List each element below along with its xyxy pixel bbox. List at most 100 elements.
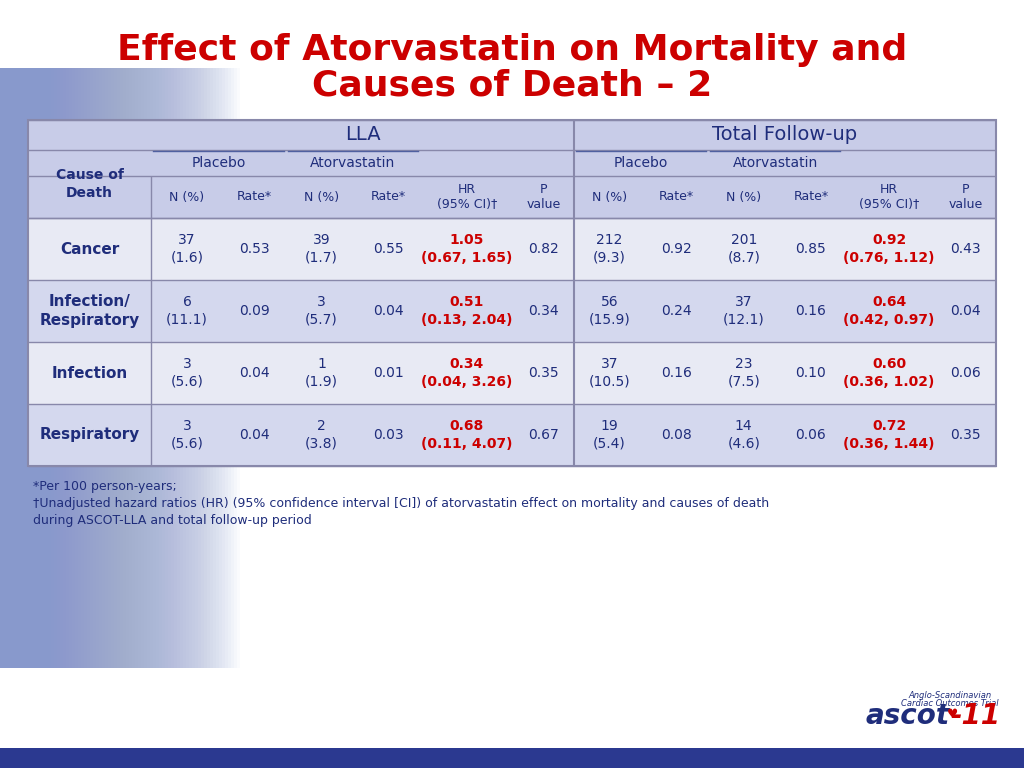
Text: *Per 100 person-years;: *Per 100 person-years;	[33, 480, 177, 493]
Bar	[0, 68, 72, 668]
Text: 3
(5.7): 3 (5.7)	[305, 296, 338, 326]
Text: 0.55: 0.55	[374, 242, 403, 256]
Text: 0.51
(0.13, 2.04): 0.51 (0.13, 2.04)	[421, 296, 512, 326]
Bar	[0, 68, 237, 668]
Text: Rate*: Rate*	[794, 190, 828, 204]
Text: 3
(5.6): 3 (5.6)	[171, 357, 204, 389]
Text: HR
(95% CI)†: HR (95% CI)†	[436, 183, 497, 211]
Text: Rate*: Rate*	[371, 190, 407, 204]
Bar	[0, 68, 33, 668]
Bar	[0, 68, 48, 668]
Text: 14
(4.6): 14 (4.6)	[727, 419, 760, 451]
Bar	[0, 68, 165, 668]
Text: 3
(5.6): 3 (5.6)	[171, 419, 204, 451]
Bar	[0, 68, 204, 668]
Text: Cause of
Death: Cause of Death	[55, 168, 124, 200]
Bar	[28, 150, 996, 176]
Text: HR
(95% CI)†: HR (95% CI)†	[859, 183, 920, 211]
Text: 37
(1.6): 37 (1.6)	[171, 233, 204, 265]
Bar	[0, 68, 9, 668]
Text: Rate*: Rate*	[659, 190, 694, 204]
Text: 0.09: 0.09	[239, 304, 269, 318]
Bar	[0, 68, 105, 668]
Bar	[28, 404, 996, 466]
Bar	[0, 68, 240, 668]
Bar	[0, 68, 123, 668]
Bar	[0, 68, 183, 668]
Text: ♥: ♥	[947, 707, 958, 720]
Text: 0.67: 0.67	[528, 428, 559, 442]
Bar	[0, 68, 138, 668]
Text: †Unadjusted hazard ratios (HR) (95% confidence interval [CI]) of atorvastatin ef: †Unadjusted hazard ratios (HR) (95% conf…	[33, 497, 769, 510]
Text: 0.60
(0.36, 1.02): 0.60 (0.36, 1.02)	[844, 357, 935, 389]
Bar	[0, 748, 1024, 768]
Bar	[0, 68, 66, 668]
Bar	[28, 176, 996, 218]
Bar	[28, 120, 996, 150]
Bar	[0, 68, 120, 668]
Bar	[0, 68, 63, 668]
Bar	[0, 68, 114, 668]
Bar	[0, 68, 15, 668]
Text: 0.04: 0.04	[374, 304, 403, 318]
Text: during ASCOT-LLA and total follow-up period: during ASCOT-LLA and total follow-up per…	[33, 514, 311, 527]
Text: Infection: Infection	[51, 366, 128, 380]
Bar	[0, 68, 117, 668]
Bar	[0, 68, 216, 668]
Text: N (%): N (%)	[726, 190, 761, 204]
Text: -11: -11	[950, 702, 1000, 730]
Bar	[0, 68, 54, 668]
Bar	[0, 68, 102, 668]
Bar	[0, 68, 108, 668]
Bar	[0, 68, 189, 668]
Text: 0.16: 0.16	[662, 366, 692, 380]
Text: 39
(1.7): 39 (1.7)	[305, 233, 338, 265]
Bar	[0, 68, 69, 668]
Text: 0.03: 0.03	[374, 428, 403, 442]
Text: 37
(12.1): 37 (12.1)	[723, 296, 765, 326]
Text: Anglo-Scandinavian: Anglo-Scandinavian	[908, 691, 991, 700]
Text: 0.68
(0.11, 4.07): 0.68 (0.11, 4.07)	[421, 419, 512, 451]
Text: Respiratory: Respiratory	[40, 428, 140, 442]
Bar	[0, 68, 231, 668]
Bar	[0, 68, 171, 668]
Bar	[0, 68, 96, 668]
Bar	[0, 68, 180, 668]
Bar	[0, 68, 193, 668]
Bar	[0, 68, 168, 668]
Bar	[28, 280, 996, 342]
Bar	[0, 68, 60, 668]
Bar	[0, 68, 135, 668]
Bar	[0, 68, 24, 668]
Bar	[0, 68, 84, 668]
Text: Placebo: Placebo	[613, 156, 668, 170]
Text: Atorvastatin: Atorvastatin	[310, 156, 395, 170]
Bar	[0, 68, 126, 668]
Bar	[0, 68, 159, 668]
Text: Infection/
Respiratory: Infection/ Respiratory	[40, 294, 140, 328]
Bar	[0, 68, 111, 668]
Text: 0.01: 0.01	[373, 366, 404, 380]
Bar	[0, 68, 90, 668]
Bar	[0, 68, 45, 668]
Bar	[0, 68, 147, 668]
Bar	[0, 68, 207, 668]
Bar	[0, 68, 153, 668]
Text: LLA: LLA	[345, 125, 380, 144]
Text: 23
(7.5): 23 (7.5)	[727, 357, 760, 389]
Bar	[28, 218, 996, 280]
Text: 0.35: 0.35	[950, 428, 981, 442]
Text: 0.34
(0.04, 3.26): 0.34 (0.04, 3.26)	[421, 357, 512, 389]
Bar	[0, 68, 87, 668]
Text: Causes of Death – 2: Causes of Death – 2	[312, 69, 712, 103]
Bar	[0, 68, 225, 668]
Bar	[0, 68, 210, 668]
Text: Total Follow-up: Total Follow-up	[713, 125, 857, 144]
Bar	[0, 68, 222, 668]
Text: 212
(9.3): 212 (9.3)	[593, 233, 626, 265]
Bar	[0, 68, 186, 668]
Bar	[28, 120, 996, 466]
Bar	[0, 68, 75, 668]
Bar	[0, 68, 234, 668]
Bar	[0, 68, 6, 668]
